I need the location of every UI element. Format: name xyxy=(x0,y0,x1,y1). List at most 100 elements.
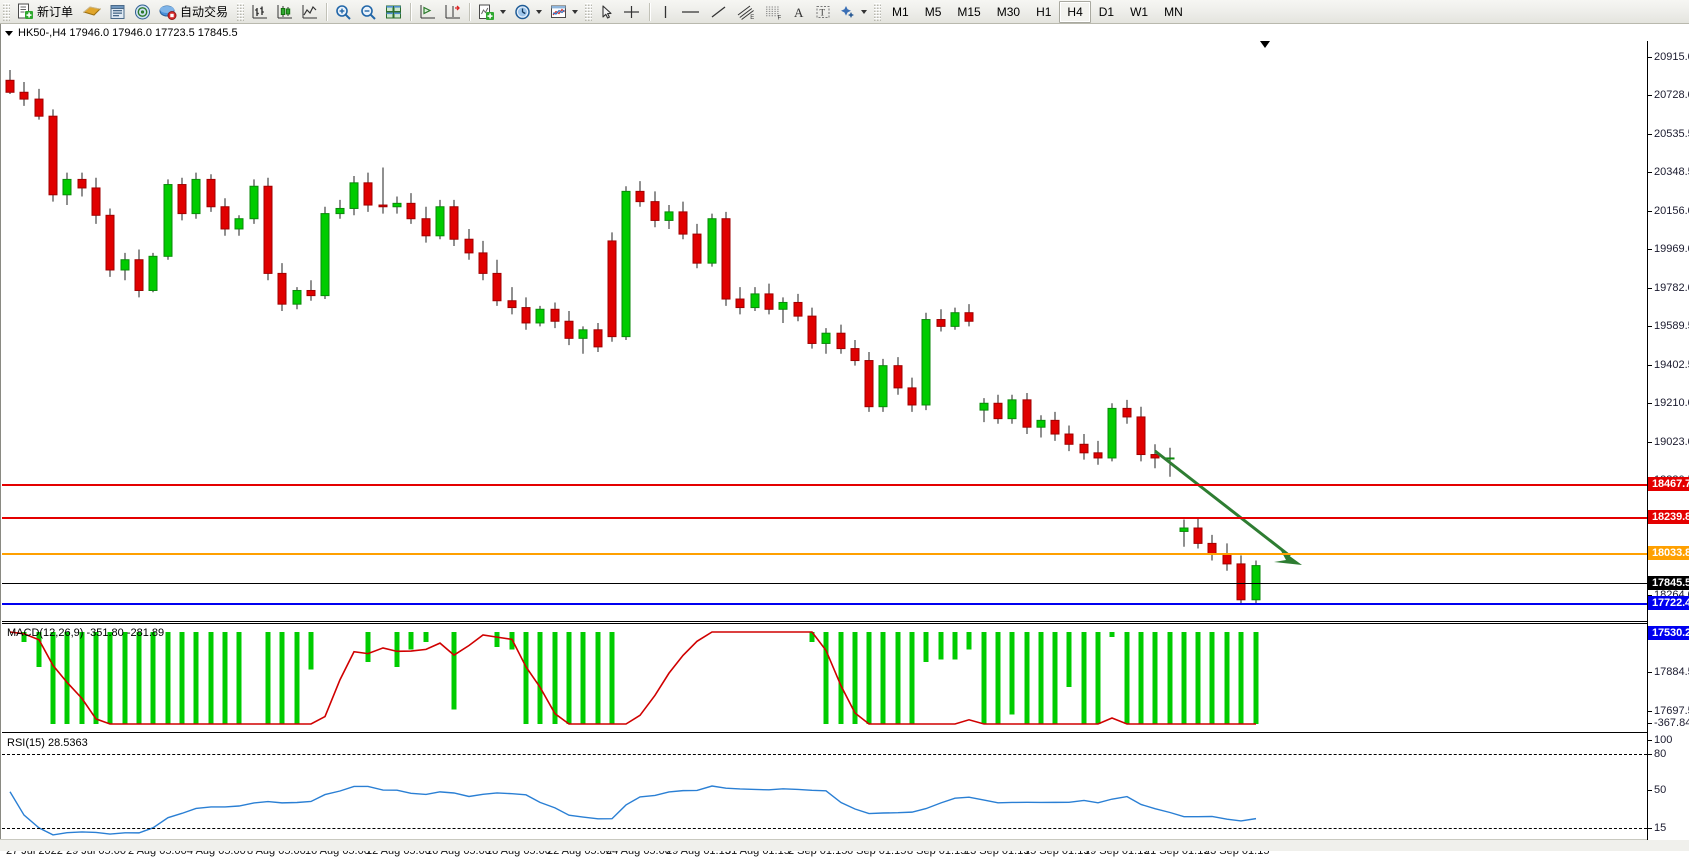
price-tick-6: 19782.0 xyxy=(1648,282,1689,294)
zoom-in-button[interactable] xyxy=(331,1,356,23)
clock-icon xyxy=(515,4,530,19)
chart-shift-marker-icon[interactable] xyxy=(1260,41,1270,48)
navigator-icon xyxy=(135,4,151,19)
resistance-line-2 xyxy=(2,517,1647,519)
timeframe-d1[interactable]: D1 xyxy=(1098,4,1115,19)
indicators-button[interactable] xyxy=(474,1,510,23)
text-label-tool[interactable]: T xyxy=(811,1,835,23)
toolbar-separator-2 xyxy=(410,2,412,21)
timeframe-w1[interactable]: W1 xyxy=(1130,4,1149,19)
price-candles xyxy=(5,70,1302,605)
resistance-level-2-label[interactable]: 18239.8 xyxy=(1648,510,1689,524)
rsi-label: RSI(15) 28.5363 xyxy=(7,737,88,749)
price-tick-2: 20535.5 xyxy=(1648,128,1689,140)
pivot-level-label[interactable]: 18033.8 xyxy=(1648,546,1689,560)
chevron-down-icon[interactable] xyxy=(861,9,868,14)
chart-menu-icon[interactable] xyxy=(5,30,13,36)
timeframe-m30[interactable]: M30 xyxy=(996,4,1021,19)
chevron-down-icon[interactable] xyxy=(572,9,579,14)
timeframe-h1[interactable]: H1 xyxy=(1036,4,1052,19)
horizontal-line-icon xyxy=(682,10,700,13)
macd-indicator-plot[interactable]: MACD(12,26,9) -351.80 -281.89 xyxy=(2,623,1647,733)
new-order-label: 新订单 xyxy=(37,5,74,19)
chart-shift-button[interactable] xyxy=(440,1,465,23)
cursor-tool[interactable] xyxy=(595,1,618,23)
toolbar-grip[interactable] xyxy=(3,2,10,21)
rsi-axis-tick-80: 80 xyxy=(1648,748,1666,760)
line-chart-button[interactable] xyxy=(297,1,322,23)
market-watch-button[interactable] xyxy=(79,1,105,23)
timeframe-h4[interactable]: H4 xyxy=(1059,0,1091,23)
indicators-icon xyxy=(479,4,495,20)
support-level-1-label[interactable]: 17722.4 xyxy=(1648,596,1689,610)
status-strip xyxy=(0,839,1689,851)
chart-shift-icon xyxy=(445,4,461,18)
objects-icon xyxy=(841,5,855,18)
text-a-icon: A xyxy=(794,5,804,20)
svg-text:E: E xyxy=(750,15,754,20)
navigator-button[interactable] xyxy=(130,1,155,23)
macd-graph xyxy=(9,631,1259,725)
timeframe-m1[interactable]: M1 xyxy=(892,4,909,19)
crosshair-tool[interactable] xyxy=(618,1,645,23)
downtrend-arrow xyxy=(1154,449,1302,565)
arrow-cursor-icon xyxy=(602,4,612,19)
toolbar-grip-2[interactable] xyxy=(237,2,245,21)
horizontal-line-tool[interactable] xyxy=(676,1,705,23)
data-window-button[interactable] xyxy=(105,1,130,23)
text-label-icon: T xyxy=(816,5,830,18)
zoom-out-button[interactable] xyxy=(356,1,381,23)
chart-title-bar: HK50-,H4 17946.0 17946.0 17723.5 17845.5 xyxy=(5,26,238,40)
tile-windows-button[interactable] xyxy=(381,1,406,23)
timeframe-mn[interactable]: MN xyxy=(1164,4,1183,19)
rsi-graph xyxy=(9,785,1257,836)
candlestick-icon xyxy=(277,4,293,18)
price-tick-10: 19023.0 xyxy=(1648,436,1689,448)
chevron-down-icon[interactable] xyxy=(500,9,507,14)
objects-tool[interactable] xyxy=(835,1,871,23)
timeframe-m5[interactable]: M5 xyxy=(924,4,942,19)
price-chart-plot[interactable] xyxy=(2,41,1647,622)
vertical-line-icon xyxy=(664,5,666,18)
price-tick-0: 20915.0 xyxy=(1648,51,1689,63)
timeframe-m15[interactable]: M15 xyxy=(957,4,981,19)
chart-window: HK50-,H4 17946.0 17946.0 17723.5 17845.5 xyxy=(0,24,1689,863)
periods-button[interactable] xyxy=(510,1,546,23)
line-chart-icon xyxy=(302,4,318,18)
templates-button[interactable] xyxy=(546,1,582,23)
auto-scroll-button[interactable] xyxy=(415,1,440,23)
chevron-down-icon[interactable] xyxy=(536,9,543,14)
tile-windows-icon xyxy=(386,5,402,18)
resistance-level-1-label[interactable]: 18467.7 xyxy=(1648,477,1689,491)
toolbar-grip-3[interactable] xyxy=(585,2,593,21)
crosshair-icon xyxy=(624,5,640,18)
chart-symbol-label: HK50-,H4 17946.0 17946.0 17723.5 17845.5 xyxy=(18,27,238,39)
price-scale[interactable]: 20915.0 20728.0 20535.5 20348.5 20156.0 19969… xyxy=(1647,41,1689,840)
rsi-axis-tick-15: 15 xyxy=(1648,822,1666,834)
svg-text:A: A xyxy=(794,5,804,20)
current-price-level-label[interactable]: 17845.5 xyxy=(1648,576,1689,590)
support-level-2-label[interactable]: 17530.2 xyxy=(1648,626,1689,640)
rsi-oversold-line xyxy=(2,828,1647,829)
toolbar-separator-3 xyxy=(469,2,471,21)
support-line-1 xyxy=(2,603,1647,605)
vertical-line-tool[interactable] xyxy=(654,1,676,23)
auto-trading-button[interactable]: 自动交易 xyxy=(155,1,234,23)
equidistant-channel-tool[interactable]: E xyxy=(732,1,760,23)
rsi-indicator-plot[interactable]: RSI(15) 28.5363 xyxy=(2,734,1647,840)
candlestick-chart-button[interactable] xyxy=(272,1,297,23)
new-order-button[interactable]: 新订单 xyxy=(13,1,79,23)
price-tick-8: 19402.5 xyxy=(1648,359,1689,371)
trendline-tool[interactable] xyxy=(705,1,732,23)
toolbar-separator-4 xyxy=(649,2,651,21)
toolbar-separator-1 xyxy=(326,2,328,21)
fibonacci-tool[interactable]: F xyxy=(760,1,788,23)
svg-text:T: T xyxy=(820,7,826,17)
price-tick-9: 19210.0 xyxy=(1648,397,1689,409)
toolbar-grip-4[interactable] xyxy=(874,2,882,21)
auto-trading-icon xyxy=(159,5,177,20)
text-tool[interactable]: A xyxy=(788,1,811,23)
svg-text:F: F xyxy=(778,15,782,20)
bar-chart-button[interactable] xyxy=(247,1,272,23)
